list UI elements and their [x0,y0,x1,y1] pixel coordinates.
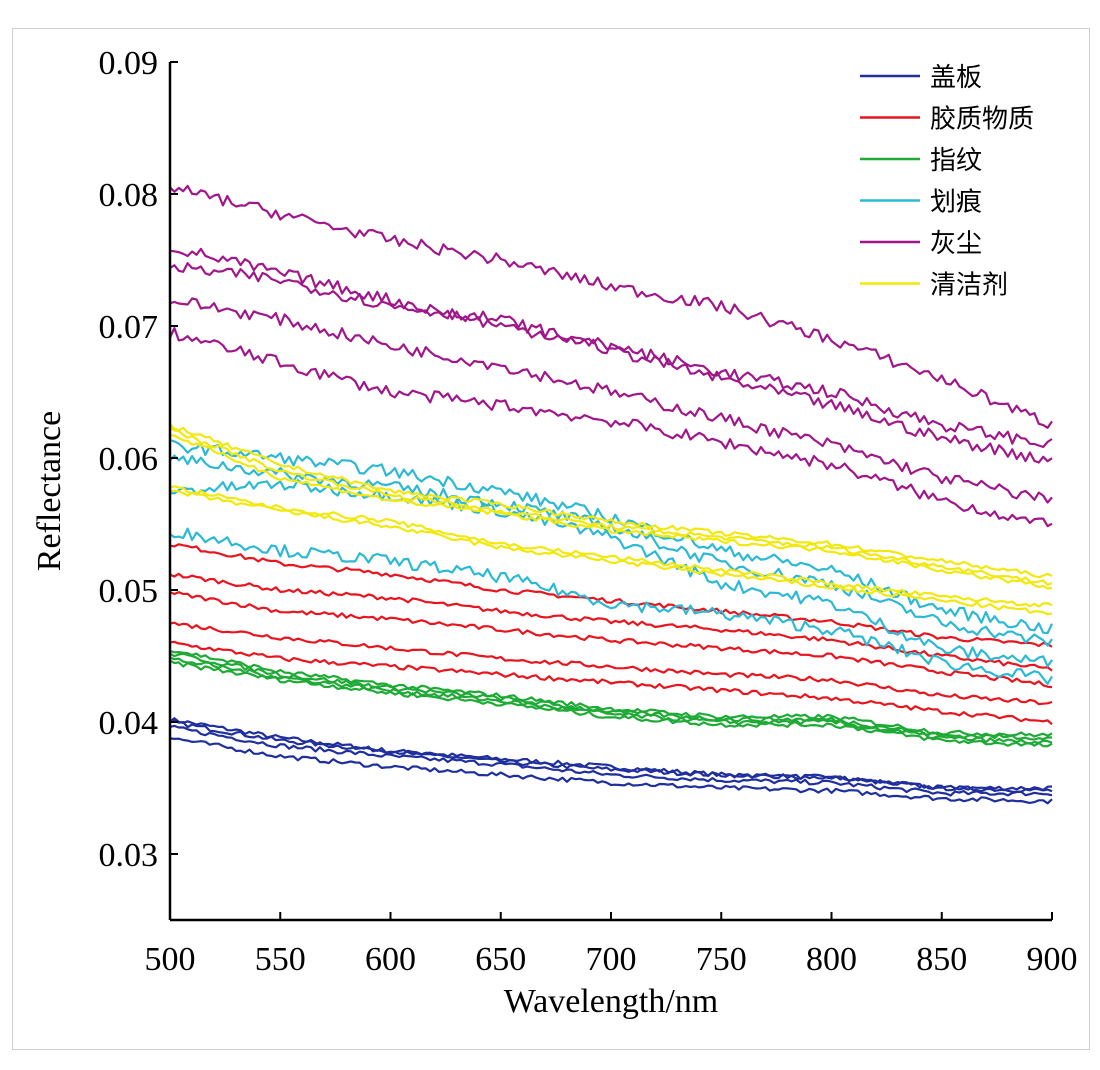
x-tick-label: 650 [475,941,526,978]
series-line [169,184,1053,429]
y-tick-label: 0.06 [99,441,159,478]
series-line [169,485,1053,608]
x-tick-label: 600 [365,941,416,978]
y-tick-label: 0.07 [99,309,159,346]
x-tick-label: 500 [145,941,196,978]
y-tick-label: 0.05 [99,573,159,610]
series-line [169,426,1053,586]
legend-label: 灰尘 [930,229,982,259]
x-tick-label: 550 [255,941,306,978]
legend-label: 指纹 [930,146,982,176]
series-line [169,297,1053,504]
legend-label: 胶质物质 [930,105,1034,135]
series-line [169,656,1053,745]
y-axis-title: Reflectance [31,411,68,571]
series-line [169,327,1053,528]
y-tick-label: 0.08 [99,177,159,214]
series-line [169,262,1053,464]
legend-label: 清洁剂 [930,271,1008,301]
series-line [169,649,1053,738]
series-line [169,543,1053,648]
x-tick-label: 700 [586,941,637,978]
y-tick-label: 0.04 [99,705,159,742]
series-line [169,247,1053,449]
series-line [169,640,1053,726]
series-line [169,434,1053,590]
x-tick-label: 750 [696,941,747,978]
x-tick-label: 800 [806,941,857,978]
axes-layer [168,62,1052,922]
series-line [169,652,1053,741]
series-line [169,719,1053,794]
series-line [169,737,1053,805]
series-line [169,724,1053,797]
series-line [169,423,1053,579]
x-tick-label: 900 [1027,941,1078,978]
series-line [169,717,1053,792]
series-layer [169,184,1053,805]
series-line [169,527,1053,685]
series-line [169,479,1053,668]
series-line [169,591,1053,689]
series-line [169,572,1053,672]
series-line [169,621,1053,706]
series-line [169,489,1053,616]
legend-label: 划痕 [930,188,982,218]
series-line [169,659,1053,748]
x-tick-label: 850 [916,941,967,978]
legend-label: 盖板 [930,63,982,93]
x-axis-title: Wavelength/nm [504,983,718,1020]
ticks-layer: 500 550 600 650 700 750 800 850 900 0.03 0.04 0.05 0… [99,45,1078,978]
y-tick-label: 0.09 [99,45,159,82]
y-tick-label: 0.03 [99,837,159,874]
